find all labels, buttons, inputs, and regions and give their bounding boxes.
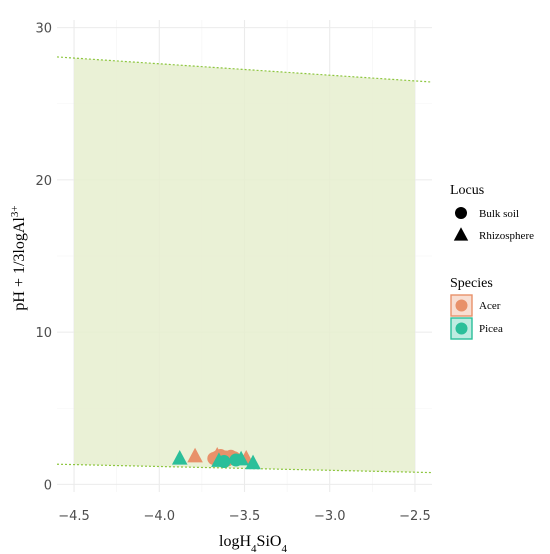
- y-tick-label: 10: [35, 326, 52, 341]
- lower-boundary-line: [56, 463, 433, 474]
- legend-key-circle: [455, 299, 468, 312]
- data-point-picea-rhizosphere: [171, 450, 188, 465]
- legend-key-circle: [455, 207, 467, 219]
- legend-species-title: Species: [450, 276, 493, 291]
- data-point-picea-rhizosphere: [233, 450, 249, 466]
- legend-label-species: Picea: [479, 323, 503, 335]
- data-point-picea-rhizosphere: [211, 452, 227, 467]
- x-axis-ticks: −4.5 −4.0 −3.5 −3.0 −2.5: [58, 509, 430, 524]
- y-tick-label: 20: [35, 174, 52, 189]
- x-tick-label: −3.0: [314, 509, 346, 524]
- data-points: [171, 446, 261, 470]
- legend-key-triangle: [453, 227, 469, 241]
- region-fill: [74, 58, 415, 473]
- x-tick-label: −3.5: [229, 509, 261, 524]
- y-tick-label: 0: [44, 478, 52, 493]
- upper-boundary-line: [56, 56, 433, 83]
- y-axis-title: pH + 1/3logAl3+: [9, 205, 28, 310]
- y-tick-label: 30: [35, 22, 52, 37]
- data-point-picea-rhizosphere: [245, 454, 261, 470]
- x-tick-label: −2.5: [399, 509, 431, 524]
- legend-locus-title: Locus: [450, 183, 484, 198]
- data-point-acer-rhizosphere: [187, 447, 203, 463]
- x-axis-title: logH4SiO4: [219, 533, 287, 554]
- x-tick-label: −4.5: [58, 509, 90, 524]
- stability-region: [56, 56, 433, 474]
- y-axis-ticks: 0 10 20 30: [35, 22, 52, 494]
- legend-label-locus: Bulk soil: [479, 208, 519, 220]
- legend: Locus Bulk soil Rhizosphere Species Acer P…: [450, 183, 534, 340]
- legend-label-locus: Rhizosphere: [479, 230, 534, 242]
- legend-key-circle: [455, 322, 468, 335]
- x-tick-label: −4.0: [143, 509, 175, 524]
- legend-label-species: Acer: [479, 300, 501, 312]
